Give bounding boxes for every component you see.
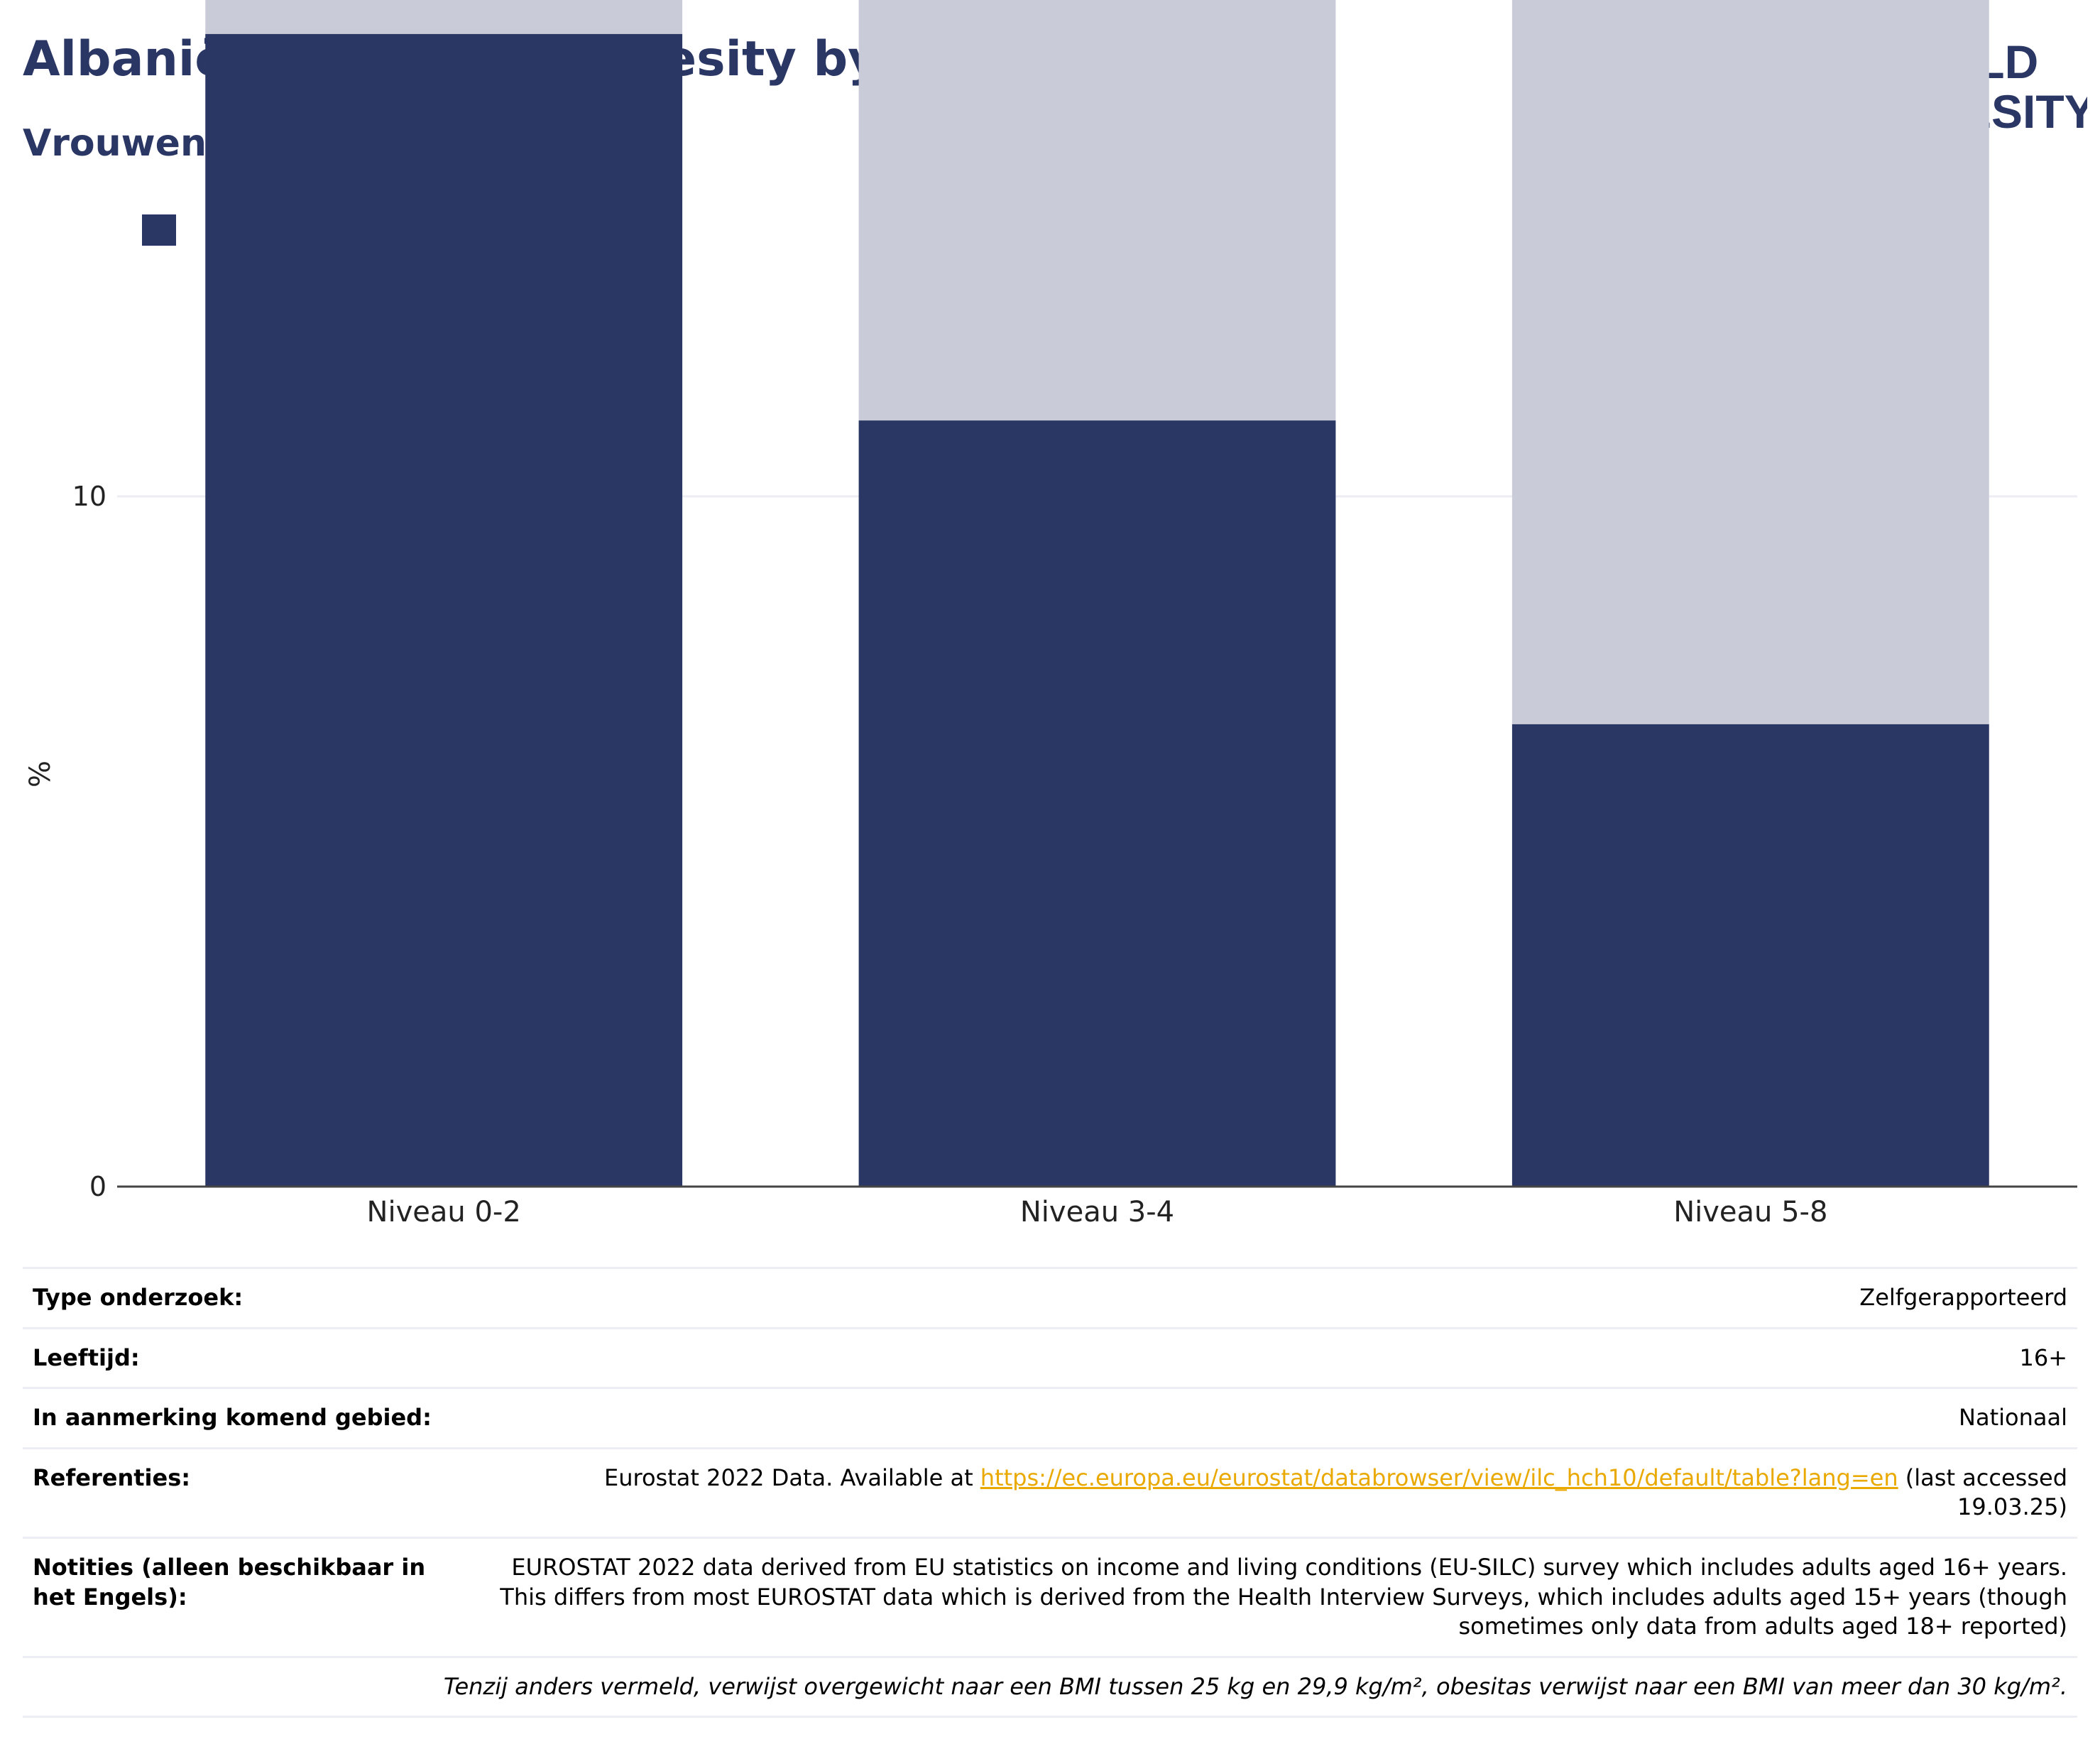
metadata-table: Type onderzoek: Zelfgerapporteerd Leefti…: [23, 1267, 2077, 1718]
meta-value: EUROSTAT 2022 data derived from EU stati…: [483, 1536, 2077, 1657]
meta-row-references: Referenties: Eurostat 2022 Data. Availab…: [23, 1446, 2077, 1538]
meta-value: Zelfgerapporteerd: [483, 1267, 2077, 1329]
meta-value: Eurostat 2022 Data. Available at https:/…: [483, 1446, 2077, 1538]
y-axis-label: %: [24, 761, 57, 788]
x-tick-label: Niveau 0-2: [367, 1196, 521, 1228]
bar-overgewicht-2: [858, 0, 1336, 421]
reference-suffix: (last accessed 19.03.25): [1898, 1464, 2067, 1521]
legend-swatch-obesitas: [142, 214, 176, 246]
meta-key: Referenties:: [23, 1446, 483, 1538]
stacked-bar-chart: ObesitasOvergewicht 01020304050 Niveau 0…: [24, 0, 2077, 1228]
meta-row-notes: Notities (alleen beschikbaar in het Enge…: [23, 1536, 2077, 1657]
meta-value: 16+: [483, 1326, 2077, 1388]
y-tick-label: 0: [89, 1171, 106, 1202]
bar-obesitas-2: [858, 420, 1336, 1187]
meta-row-area: In aanmerking komend gebied: Nationaal: [23, 1387, 2077, 1449]
footnote: Tenzij anders vermeld, verwijst overgewi…: [23, 1655, 2077, 1718]
meta-key: In aanmerking komend gebied:: [23, 1387, 483, 1449]
x-tick-label: Niveau 3-4: [1020, 1196, 1174, 1228]
y-tick-label: 10: [72, 481, 106, 512]
bar-overgewicht-1: [205, 0, 683, 34]
meta-value: Nationaal: [483, 1387, 2077, 1449]
reference-link[interactable]: https://ec.europa.eu/eurostat/databrowse…: [980, 1464, 1898, 1491]
x-tick-label: Niveau 5-8: [1673, 1196, 1827, 1228]
meta-row-footnote: Tenzij anders vermeld, verwijst overgewi…: [23, 1655, 2077, 1718]
bar-obesitas-3: [1511, 724, 1989, 1187]
bar-overgewicht-3: [1511, 0, 1989, 724]
meta-row-survey-type: Type onderzoek: Zelfgerapporteerd: [23, 1267, 2077, 1329]
meta-row-age: Leeftijd: 16+: [23, 1326, 2077, 1388]
meta-key: Type onderzoek:: [23, 1267, 483, 1329]
x-axis-ticks: Niveau 0-2 Niveau 3-4 Niveau 5-8: [367, 1196, 1828, 1228]
y-axis-ticks: 01020304050: [72, 481, 106, 1202]
meta-key: Notities (alleen beschikbaar in het Enge…: [23, 1536, 483, 1657]
bar-obesitas-1: [205, 33, 683, 1187]
bars: [205, 0, 1989, 1187]
reference-prefix: Eurostat 2022 Data. Available at: [604, 1464, 980, 1491]
meta-key: Leeftijd:: [23, 1326, 483, 1388]
